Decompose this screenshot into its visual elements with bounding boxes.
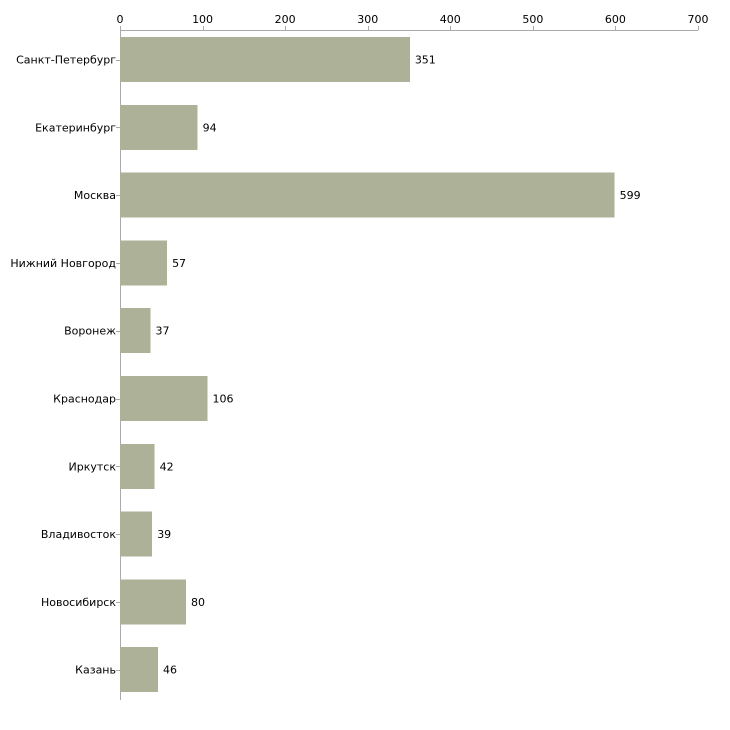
value-label: 351 [415,54,436,67]
value-label: 94 [203,121,217,134]
category-label: Иркутск [69,460,117,473]
x-tick-label: 600 [605,13,626,26]
bar [120,647,158,693]
category-label: Казань [75,664,116,677]
bar [120,443,155,489]
category-label: Краснодар [53,393,116,406]
category-label: Екатеринбург [35,121,116,134]
x-axis: 0 100 200 300 400 500 600 700 [117,13,709,31]
x-tick-label: 400 [440,13,461,26]
category-label: Владивосток [41,528,116,541]
value-label: 37 [156,325,170,338]
bar [120,37,410,82]
category-label: Санкт-Петербург [16,54,116,67]
x-tick-label: 700 [688,13,709,26]
value-label: 46 [163,664,177,677]
value-label: 80 [191,596,205,609]
value-label: 599 [620,189,641,202]
category-label: Нижний Новгород [10,257,116,270]
category-label: Москва [74,189,116,202]
value-label: 42 [160,460,174,473]
bar [120,104,198,150]
bar [120,579,187,625]
bar [120,240,168,286]
x-tick-label: 200 [275,13,296,26]
bar [120,511,153,557]
y-axis: Санкт-Петербург Екатеринбург Москва Нижний … [10,30,121,700]
bar [120,376,208,421]
value-label: 39 [157,528,171,541]
bars: 351 94 599 57 37 106 42 39 80 46 [120,37,641,693]
x-tick-label: 100 [192,13,213,26]
category-label: Новосибирск [41,596,116,609]
bar [120,308,151,354]
value-label: 106 [213,393,234,406]
x-tick-label: 300 [357,13,378,26]
category-label: Воронеж [64,325,116,338]
bar [120,172,615,218]
x-tick-label: 0 [117,13,124,26]
value-label: 57 [172,257,186,270]
x-tick-label: 500 [522,13,543,26]
